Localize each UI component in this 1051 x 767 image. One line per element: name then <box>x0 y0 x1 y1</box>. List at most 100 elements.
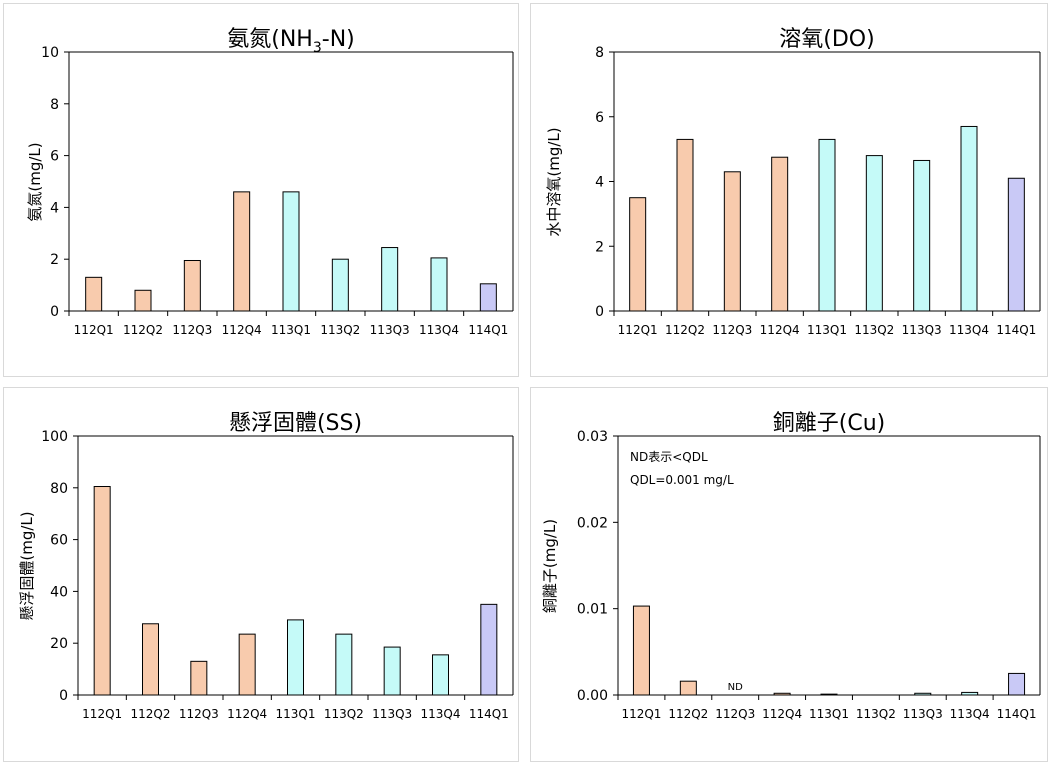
x-tick-label: 112Q2 <box>123 323 163 337</box>
chart-dissolved-oxygen: 溶氧(DO) 0 2 4 6 8 水中溶氧(mg/L) 112Q1 112Q2 112Q3 112Q… <box>545 27 1041 337</box>
chart-title-subscript: 3 <box>313 40 322 56</box>
bar-113Q3 <box>383 646 401 696</box>
bar-112Q1 <box>629 197 647 312</box>
chart-panel-suspended-solids: 懸浮固體(SS) 0 20 40 60 80 100 懸浮固體(mg/L) 112Q1 112Q2… <box>3 387 519 762</box>
y-axis-label: 銅離子(mg/L) <box>541 519 559 613</box>
y-tick-label: 4 <box>595 175 604 191</box>
bar-112Q2 <box>676 138 694 312</box>
x-tick-label: 112Q3 <box>179 707 219 721</box>
y-tick-label: 10 <box>41 45 59 61</box>
bar-113Q2 <box>865 155 883 312</box>
x-tick-label: 112Q2 <box>131 707 171 721</box>
bar-112Q1 <box>85 276 103 312</box>
bar-112Q4 <box>233 191 251 312</box>
bar-113Q4 <box>430 257 448 312</box>
y-tick-label: 2 <box>50 252 59 268</box>
x-tick-label: 112Q2 <box>665 323 705 337</box>
bar-113Q1 <box>820 693 838 696</box>
bar-114Q1 <box>479 283 497 312</box>
y-tick-label: 6 <box>595 110 604 126</box>
y-axis-label: 懸浮固體(mg/L) <box>18 511 36 620</box>
bar-112Q3 <box>183 259 201 312</box>
x-tick-label: 114Q1 <box>997 707 1037 721</box>
y-tick-label: 0 <box>59 688 68 704</box>
bar-112Q4 <box>773 692 791 696</box>
x-tick-label: 113Q3 <box>370 323 410 337</box>
bar-113Q1 <box>818 138 836 312</box>
chart-title: 氨氮(NH3-N) <box>227 27 355 56</box>
chart-title: 懸浮固體(SS) <box>229 411 362 436</box>
bar-113Q1 <box>282 191 300 312</box>
bar-113Q2 <box>331 258 349 312</box>
x-tick-label: 112Q3 <box>715 707 755 721</box>
chart-panel-dissolved-oxygen: 溶氧(DO) 0 2 4 6 8 水中溶氧(mg/L) 112Q1 112Q2 112Q3 112Q… <box>530 3 1048 377</box>
chart-annotation: ND表示<QDL <box>630 450 708 464</box>
y-tick-label: 40 <box>50 584 68 600</box>
x-tick-label: 112Q1 <box>621 707 661 721</box>
x-tick-label: 112Q3 <box>172 323 212 337</box>
bar-112Q4 <box>238 633 256 696</box>
bar-112Q1 <box>632 605 650 696</box>
x-tick-label: 112Q4 <box>222 323 262 337</box>
y-tick-label: 8 <box>595 45 604 61</box>
y-tick-label: 80 <box>50 481 68 497</box>
x-tick-label: 112Q2 <box>668 707 708 721</box>
x-tick-label: 113Q1 <box>809 707 849 721</box>
x-tick-label: 112Q3 <box>712 323 752 337</box>
y-axis-label: 水中溶氧(mg/L) <box>545 127 563 236</box>
bar-114Q1 <box>1007 177 1025 312</box>
bar-113Q2 <box>335 633 353 696</box>
x-tick-label: 113Q1 <box>276 707 316 721</box>
x-tick-label: 114Q1 <box>469 707 509 721</box>
chart-annotation: QDL=0.001 mg/L <box>630 473 734 487</box>
x-tick-label: 113Q3 <box>902 323 942 337</box>
y-tick-label: 0.01 <box>577 602 608 618</box>
bar-112Q2 <box>134 289 152 312</box>
y-tick-label: 20 <box>50 636 68 652</box>
y-tick-label: 0.02 <box>577 515 608 531</box>
chart-copper: 銅離子(Cu) 0.00 0.01 0.02 0.03 銅離子(mg/L) 112Q1 112… <box>541 411 1041 721</box>
chart-panel-copper: 銅離子(Cu) 0.00 0.01 0.02 0.03 銅離子(mg/L) 112Q1 112… <box>530 387 1048 762</box>
y-tick-label: 60 <box>50 533 68 549</box>
bar-112Q1 <box>93 486 111 696</box>
x-tick-label: 113Q4 <box>949 323 989 337</box>
y-tick-label: 2 <box>595 239 604 255</box>
bar-114Q1 <box>1008 672 1026 696</box>
x-tick-label: 114Q1 <box>468 323 508 337</box>
x-tick-label: 112Q1 <box>618 323 658 337</box>
x-tick-label: 113Q2 <box>320 323 360 337</box>
x-tick-label: 113Q4 <box>419 323 459 337</box>
bar-113Q3 <box>914 692 932 696</box>
y-tick-label: 8 <box>50 97 59 113</box>
y-tick-label: 100 <box>41 429 68 445</box>
bar-112Q3 <box>723 171 741 312</box>
bar-113Q4 <box>432 654 449 696</box>
x-tick-label: 112Q1 <box>74 323 114 337</box>
y-tick-label: 0 <box>50 304 59 320</box>
y-tick-label: 0.00 <box>577 688 608 704</box>
chart-suspended-solids: 懸浮固體(SS) 0 20 40 60 80 100 懸浮固體(mg/L) 112Q1 112Q2… <box>18 411 514 721</box>
y-tick-label: 4 <box>50 200 59 216</box>
bar-113Q1 <box>287 619 304 696</box>
y-axis-label: 氨氮(mg/L) <box>26 142 44 221</box>
x-tick-label: 113Q4 <box>421 707 461 721</box>
x-tick-label: 113Q1 <box>807 323 847 337</box>
bar-112Q2 <box>142 623 159 696</box>
x-tick-label: 113Q3 <box>372 707 412 721</box>
x-tick-label: 112Q1 <box>82 707 122 721</box>
x-tick-label: 113Q1 <box>271 323 311 337</box>
chart-title-tail: -N) <box>322 27 355 52</box>
x-tick-label: 113Q2 <box>854 323 894 337</box>
chart-title: 溶氧(DO) <box>779 27 874 52</box>
bar-113Q4 <box>960 125 978 312</box>
chart-title-main: 氨氮(NH <box>227 27 313 52</box>
bar-113Q3 <box>913 159 931 312</box>
x-tick-label: 112Q4 <box>227 707 267 721</box>
x-tick-label: 113Q4 <box>950 707 990 721</box>
bar-112Q3 <box>190 660 208 696</box>
x-tick-label: 113Q2 <box>856 707 896 721</box>
x-tick-label: 113Q2 <box>324 707 364 721</box>
x-tick-label: 112Q4 <box>762 707 802 721</box>
chart-title: 銅離子(Cu) <box>773 411 885 436</box>
bar-112Q4 <box>771 156 789 312</box>
